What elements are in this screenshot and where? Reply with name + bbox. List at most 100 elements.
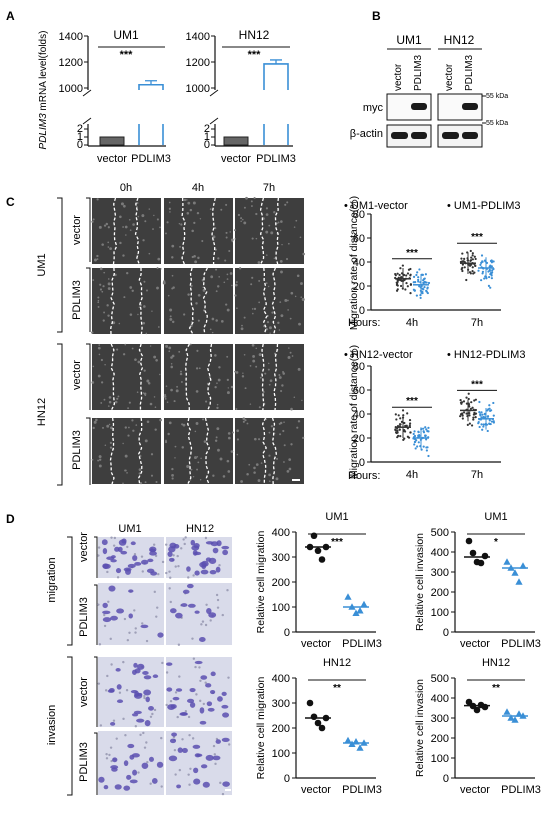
- panel-label-c: C: [6, 195, 15, 209]
- cell-texture: [196, 468, 199, 471]
- y-tick-label: 300: [431, 713, 449, 725]
- panel-label-b: B: [372, 9, 381, 23]
- cell-texture: [280, 390, 283, 393]
- cell-texture: [255, 347, 258, 350]
- stained-cell: [145, 696, 150, 703]
- cell-texture: [144, 439, 148, 443]
- stained-cell: [208, 612, 217, 618]
- stained-cell: [193, 778, 201, 785]
- cell-texture: [243, 316, 246, 319]
- stained-cell: [132, 769, 138, 776]
- cell-texture: [230, 238, 234, 242]
- data-point: [468, 405, 471, 408]
- pore: [134, 631, 137, 634]
- stained-cell: [207, 707, 215, 712]
- data-point: [396, 429, 399, 433]
- data-point: [490, 265, 493, 268]
- cell-texture: [226, 391, 230, 395]
- stained-cell: [115, 567, 122, 574]
- time-0h: 0h: [120, 182, 132, 194]
- wound-edge: [262, 267, 268, 335]
- cell-texture: [129, 286, 133, 289]
- cell-texture: [282, 370, 285, 373]
- cell-texture: [255, 463, 259, 466]
- group-bracket: [57, 343, 63, 486]
- data-point: [489, 409, 492, 412]
- cell-texture: [290, 291, 294, 295]
- stained-cell: [149, 756, 154, 762]
- pore: [113, 536, 117, 540]
- cell-texture: [279, 421, 283, 425]
- data-point: [480, 416, 483, 419]
- data-point: [461, 252, 464, 255]
- row-bracket: [94, 656, 98, 727]
- cell-texture: [116, 348, 119, 351]
- data-point: [473, 255, 476, 258]
- cell-texture: [212, 474, 215, 477]
- cell-texture: [100, 381, 104, 384]
- cell-texture: [301, 399, 303, 402]
- cell-texture: [209, 328, 212, 331]
- stained-cell: [126, 774, 132, 780]
- data-point: [356, 744, 364, 751]
- data-point: [423, 281, 426, 284]
- cell-texture: [289, 351, 292, 354]
- cell-texture: [107, 282, 111, 286]
- stained-cell: [110, 615, 118, 621]
- pore: [178, 768, 182, 772]
- stained-cell: [180, 712, 188, 716]
- sig-label: **: [492, 683, 500, 694]
- panel-a-ylabel-italic: PDLIM3: [38, 113, 49, 150]
- cell-texture: [143, 280, 146, 283]
- data-point: [396, 288, 399, 291]
- pore: [122, 660, 125, 664]
- data-point: [471, 254, 474, 257]
- data-point: [465, 396, 468, 399]
- pore: [227, 676, 230, 679]
- cell-texture: [234, 294, 237, 297]
- data-point: [409, 274, 412, 277]
- cell-texture: [165, 344, 169, 348]
- cell-texture: [214, 386, 217, 389]
- cell-texture: [125, 234, 127, 236]
- y-tick-label: 200: [431, 587, 449, 599]
- cell-texture: [186, 465, 190, 468]
- pore: [105, 752, 108, 756]
- pore: [145, 639, 149, 643]
- cell-texture: [215, 319, 218, 322]
- data-point: [396, 436, 399, 439]
- stained-cell: [221, 737, 230, 742]
- data-point: [459, 399, 462, 402]
- data-point: [406, 272, 410, 275]
- pore: [165, 703, 168, 707]
- cell-texture: [123, 204, 126, 208]
- cell-texture: [301, 298, 305, 302]
- tick-um1-0: 0: [77, 139, 83, 151]
- data-point: [469, 249, 472, 253]
- bar-pdlim3-lower: [138, 124, 164, 145]
- data-point: [426, 446, 429, 449]
- cell-texture: [103, 398, 106, 401]
- data-point: [460, 402, 463, 405]
- pore: [154, 554, 158, 558]
- stained-cell: [200, 675, 208, 680]
- cell-texture: [224, 259, 227, 262]
- pore: [97, 554, 100, 557]
- cell-texture: [107, 405, 110, 407]
- legend-hn12-pdlim3-label: HN12-PDLIM3: [454, 349, 526, 361]
- cell-texture: [231, 431, 234, 434]
- cell-texture: [216, 382, 218, 384]
- pore: [160, 736, 163, 740]
- data-point: [402, 438, 405, 441]
- cell-texture: [208, 375, 211, 379]
- pore: [184, 536, 187, 539]
- pore: [110, 759, 113, 763]
- cell-texture: [91, 220, 94, 223]
- data-point: [407, 436, 411, 439]
- data-point: [470, 424, 474, 427]
- cell-texture: [128, 218, 131, 221]
- cell-texture: [93, 258, 97, 262]
- y-tick-label: 300: [272, 698, 290, 710]
- cell-texture: [124, 426, 127, 429]
- cell-texture: [257, 261, 261, 264]
